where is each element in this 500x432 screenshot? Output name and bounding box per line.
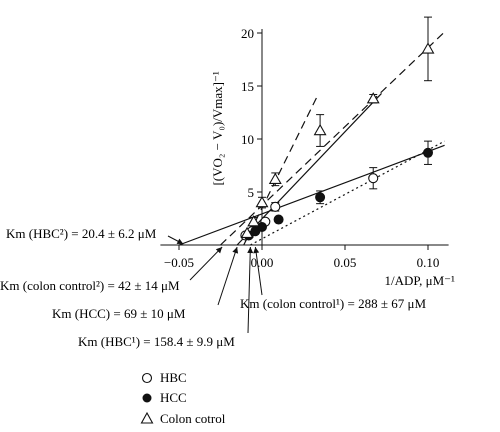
km-annotation-arrow [217,246,238,306]
hbc-point [368,173,379,184]
colon-control-point [247,215,261,227]
hcc-point [423,147,433,158]
arrowhead-icon [232,247,239,254]
colon-control-point [255,195,269,208]
fit-line-dashed [220,31,446,246]
colon-control-point [268,172,282,184]
arrowhead-icon [215,247,223,254]
arrowhead-icon [176,238,184,244]
km-annotation-arrow [254,246,263,296]
x-tick-label: 0.10 [417,255,440,270]
legend-label: Colon cotrol [160,411,226,426]
x-tick-label: 0.00 [251,255,274,270]
y-axis-label: [(VO₂ − V₀)/Vmax]⁻¹ [210,71,225,185]
km-annotation-label: Km (HBC¹) = 158.4 ± 9.9 μM [78,334,235,349]
y-tick-label: 10 [241,132,254,147]
legend-colon-control-icon [140,411,154,424]
km-annotation-label: Km (colon control²) = 42 ± 14 μM [0,278,180,293]
colon-control-point [366,92,380,104]
km-annotation-label: Km (colon control¹) = 288 ± 67 μM [240,296,426,311]
colon-control-point [240,226,254,239]
km-annotation-label: Km (HCC) = 69 ± 10 μM [52,306,186,321]
hcc-point [273,214,284,225]
hcc-point [257,221,267,232]
fit-line-solid [236,93,382,246]
x-axis-label: 1/ADP, μM⁻¹ [384,273,455,288]
fit-line-solid [178,144,445,246]
legend-hcc-icon [142,393,152,403]
km-annotation-label: Km (HBC²) = 20.4 ± 6.2 μM [6,226,157,241]
arrowhead-icon [253,247,260,254]
km-annotation-arrow [189,246,223,281]
legend-label: HBC [160,370,187,385]
colon-control-point [421,42,435,54]
hbc-point [270,201,281,212]
fit-line-dotted [250,140,445,246]
y-tick-label: 15 [241,79,254,94]
hcc-point [315,192,326,203]
x-tick-label: 0.05 [334,255,357,270]
x-tick-label: −0.05 [164,255,194,270]
arrowhead-icon [247,247,254,254]
km-annotation-arrow [247,246,251,334]
legend-hbc-icon [141,372,153,384]
y-tick-label: 20 [241,26,254,41]
colon-control-point [313,123,327,136]
legend-label: HCC [160,390,187,405]
y-tick-label: 5 [248,185,255,200]
